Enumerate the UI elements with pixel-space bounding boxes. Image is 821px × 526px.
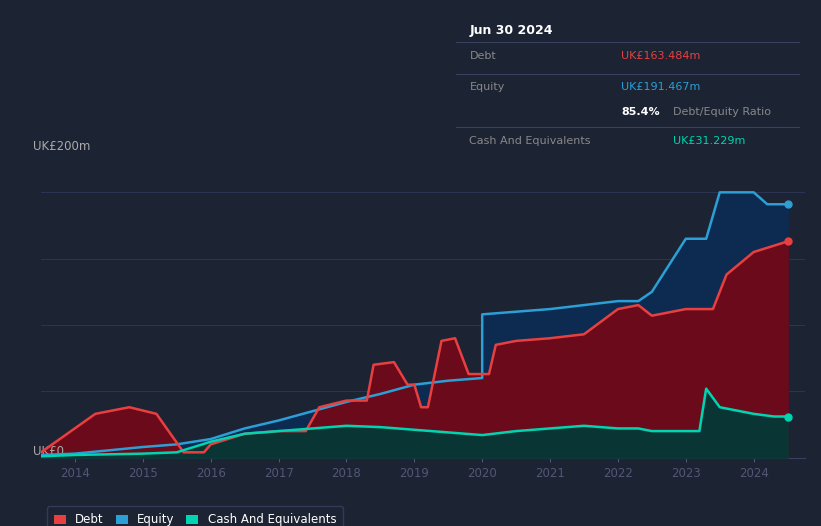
Text: Equity: Equity — [470, 82, 505, 92]
Text: UK£163.484m: UK£163.484m — [621, 51, 700, 61]
Text: UK£0: UK£0 — [34, 444, 64, 458]
Text: UK£191.467m: UK£191.467m — [621, 82, 700, 92]
Text: Debt/Equity Ratio: Debt/Equity Ratio — [673, 107, 771, 117]
Text: UK£31.229m: UK£31.229m — [673, 136, 745, 146]
Text: UK£200m: UK£200m — [34, 139, 91, 153]
Text: Debt: Debt — [470, 51, 496, 61]
Text: Jun 30 2024: Jun 30 2024 — [470, 24, 553, 37]
Text: 85.4%: 85.4% — [621, 107, 660, 117]
Legend: Debt, Equity, Cash And Equivalents: Debt, Equity, Cash And Equivalents — [47, 506, 343, 526]
Text: Cash And Equivalents: Cash And Equivalents — [470, 136, 591, 146]
